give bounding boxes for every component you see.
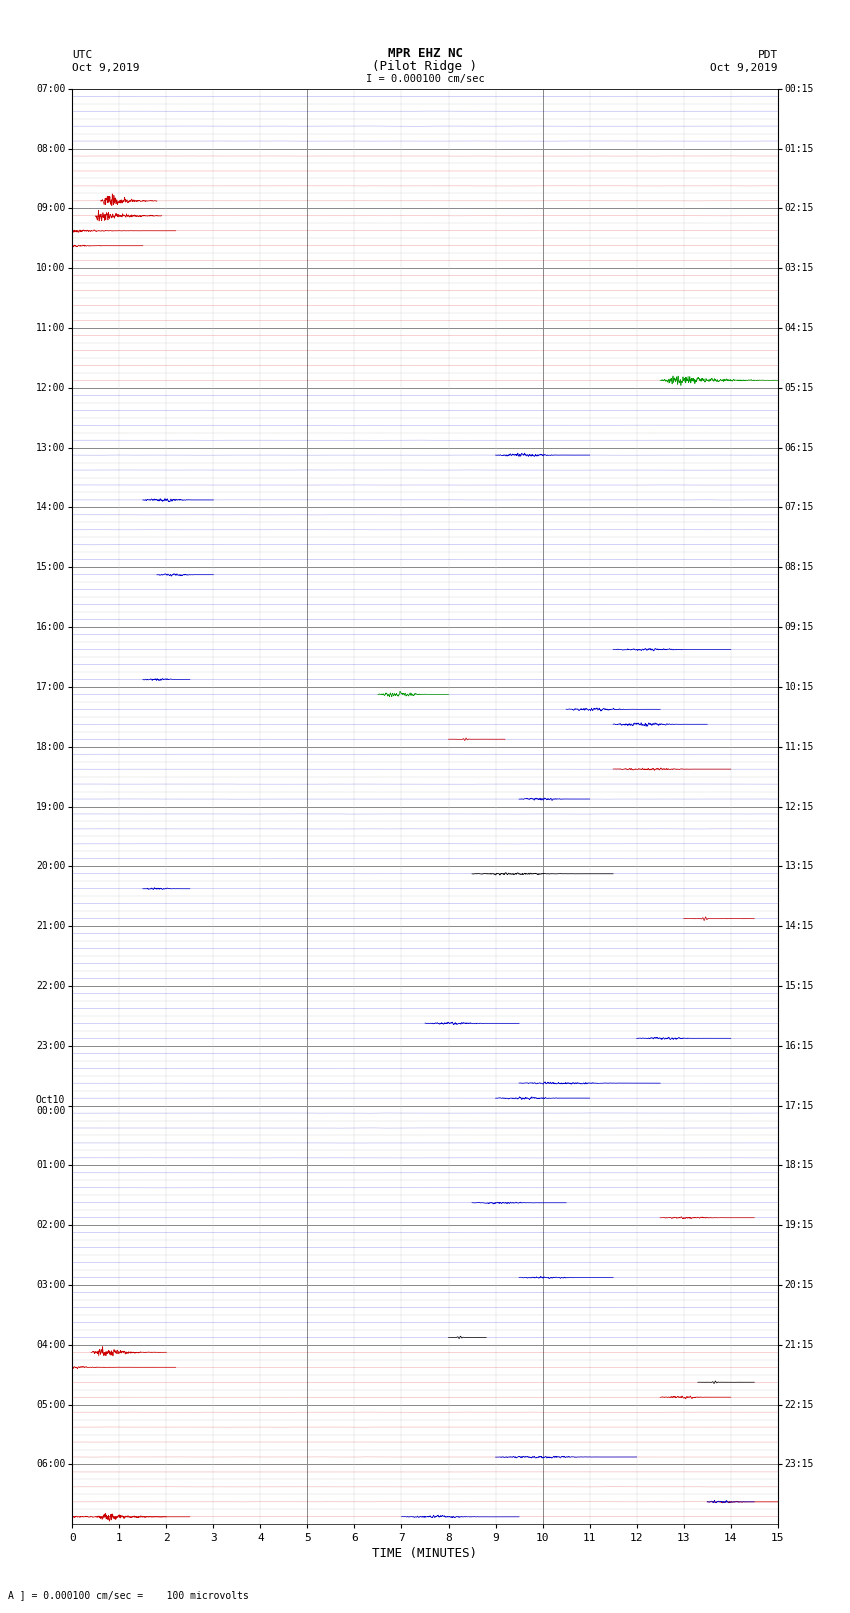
Text: PDT: PDT [757, 50, 778, 60]
Text: (Pilot Ridge ): (Pilot Ridge ) [372, 60, 478, 73]
Text: MPR EHZ NC: MPR EHZ NC [388, 47, 462, 60]
X-axis label: TIME (MINUTES): TIME (MINUTES) [372, 1547, 478, 1560]
Text: UTC: UTC [72, 50, 93, 60]
Text: I = 0.000100 cm/sec: I = 0.000100 cm/sec [366, 74, 484, 84]
Text: Oct 9,2019: Oct 9,2019 [711, 63, 778, 73]
Text: Oct 9,2019: Oct 9,2019 [72, 63, 139, 73]
Text: A ] = 0.000100 cm/sec =    100 microvolts: A ] = 0.000100 cm/sec = 100 microvolts [8, 1590, 249, 1600]
